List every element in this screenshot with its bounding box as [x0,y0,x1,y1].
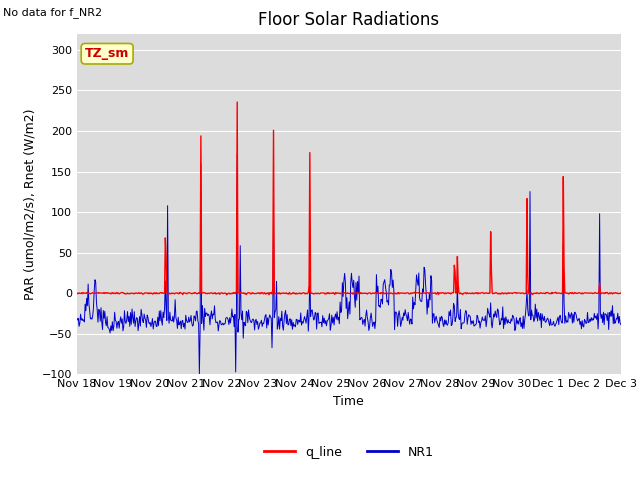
Text: TZ_sm: TZ_sm [85,47,129,60]
Title: Floor Solar Radiations: Floor Solar Radiations [258,11,440,29]
Text: No data for f_NR2: No data for f_NR2 [3,7,102,18]
Legend: q_line, NR1: q_line, NR1 [259,441,439,464]
X-axis label: Time: Time [333,395,364,408]
Y-axis label: PAR (umol/m2/s), Rnet (W/m2): PAR (umol/m2/s), Rnet (W/m2) [23,108,36,300]
